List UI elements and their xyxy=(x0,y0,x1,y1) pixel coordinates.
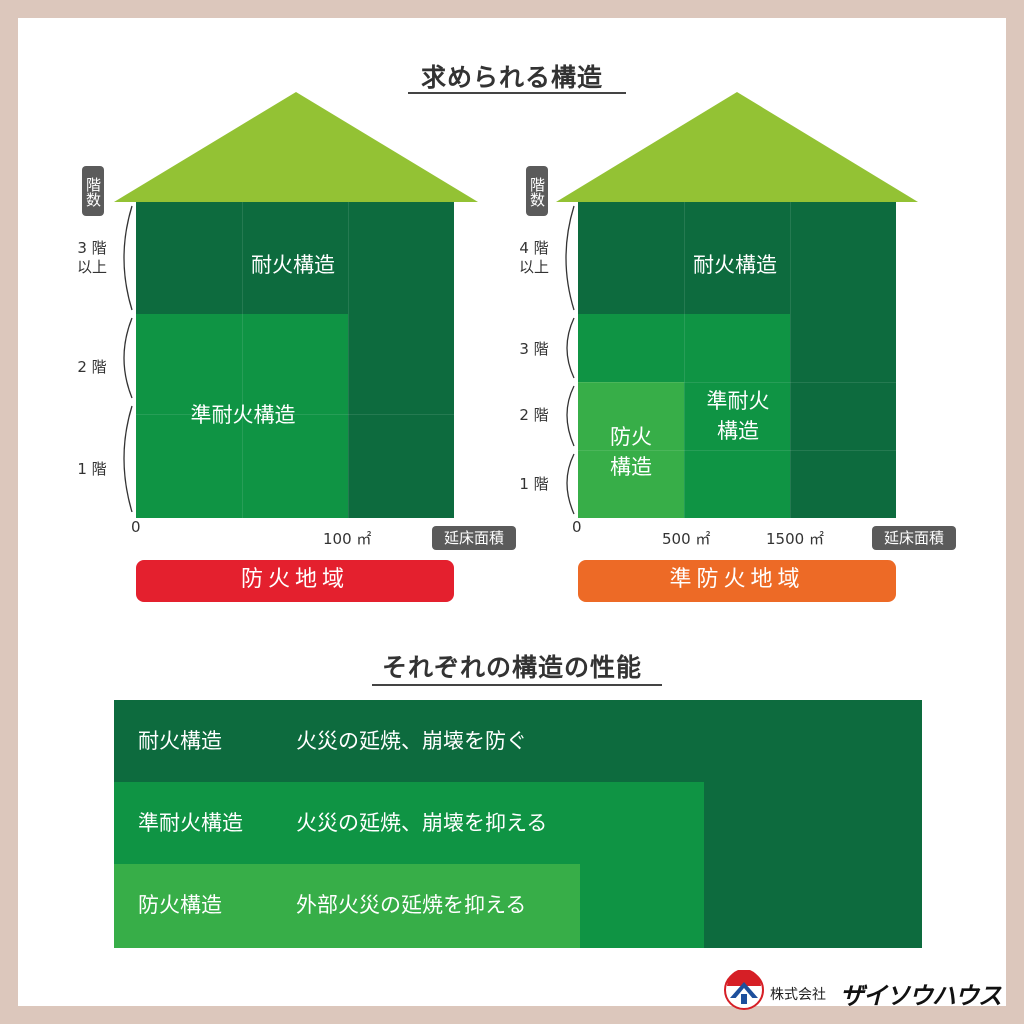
performance-name: 耐火構造 xyxy=(138,729,222,753)
section-title: それぞれの構造の性能 xyxy=(381,653,642,682)
right-floor-brackets xyxy=(565,205,575,515)
right-semi-fireproof-label: 準耐火 構造 xyxy=(706,389,770,443)
performance-row-fireproof: 耐火構造 火災の延焼、崩壊を防ぐ xyxy=(114,700,922,782)
infographic-card: 求められる構造 階数 耐火構造 準耐火構造 3 階 以上 2 階 1 階 0 1… xyxy=(18,18,1006,1010)
performance-name: 準耐火構造 xyxy=(138,811,243,835)
title-underline xyxy=(408,92,626,94)
right-fire-prevention-label: 防火 構造 xyxy=(610,425,652,479)
right-fireproof-label: 耐火構造 xyxy=(693,253,777,277)
right-floor-area-badge: 延床面積 xyxy=(872,526,956,550)
section-title-underline xyxy=(372,684,662,686)
left-fireproof-zone-lower xyxy=(348,314,454,518)
left-tick-zero: 0 xyxy=(131,518,141,536)
right-region-badge: 準防火地域 xyxy=(578,560,896,602)
left-house-roof xyxy=(114,92,478,202)
performance-row-semi-fireproof: 準耐火構造 火災の延焼、崩壊を抑える xyxy=(114,782,704,864)
right-floor-3-label: 3 階 xyxy=(519,340,549,358)
right-tick-1500: 1500 ㎡ xyxy=(766,530,824,548)
right-floor-1-label: 1 階 xyxy=(519,475,549,493)
left-floors-axis-badge: 階数 xyxy=(82,166,104,216)
performance-desc: 火災の延焼、崩壊を抑える xyxy=(296,811,548,835)
right-tick-500: 500 ㎡ xyxy=(662,530,711,548)
right-floors-axis-badge: 階数 xyxy=(526,166,548,216)
page-title: 求められる構造 xyxy=(420,63,603,92)
left-floor-2-label: 2 階 xyxy=(77,358,107,376)
performance-desc: 外部火災の延焼を抑える xyxy=(296,893,527,917)
brand-name: ザイソウハウス xyxy=(840,982,1002,1010)
left-floor-area-badge: 延床面積 xyxy=(432,526,516,550)
performance-row-fire-prevention: 防火構造 外部火災の延焼を抑える xyxy=(114,864,580,946)
performance-band-fire-prevention xyxy=(114,864,580,948)
left-floor-1-label: 1 階 xyxy=(77,460,107,478)
left-region-badge: 防火地域 xyxy=(136,560,454,602)
left-tick-100: 100 ㎡ xyxy=(323,530,372,548)
right-floor-4-label: 4 階 以上 xyxy=(518,239,549,276)
left-semi-fireproof-zone xyxy=(136,314,348,518)
left-fireproof-zone xyxy=(136,202,454,314)
right-floor-2-label: 2 階 xyxy=(519,406,549,424)
left-floor-3-label: 3 階 以上 xyxy=(76,239,107,276)
right-house-roof xyxy=(556,92,918,202)
left-floor-brackets xyxy=(123,205,133,513)
brand-logo-icon xyxy=(724,970,764,1010)
left-fireproof-label: 耐火構造 xyxy=(251,253,335,277)
right-tick-zero: 0 xyxy=(572,518,582,536)
performance-desc: 火災の延焼、崩壊を防ぐ xyxy=(296,729,527,753)
brand-prefix: 株式会社 xyxy=(770,987,826,1003)
left-semi-fireproof-label: 準耐火構造 xyxy=(190,403,296,427)
right-fire-prevention-zone xyxy=(578,382,684,518)
performance-name: 防火構造 xyxy=(138,893,222,917)
